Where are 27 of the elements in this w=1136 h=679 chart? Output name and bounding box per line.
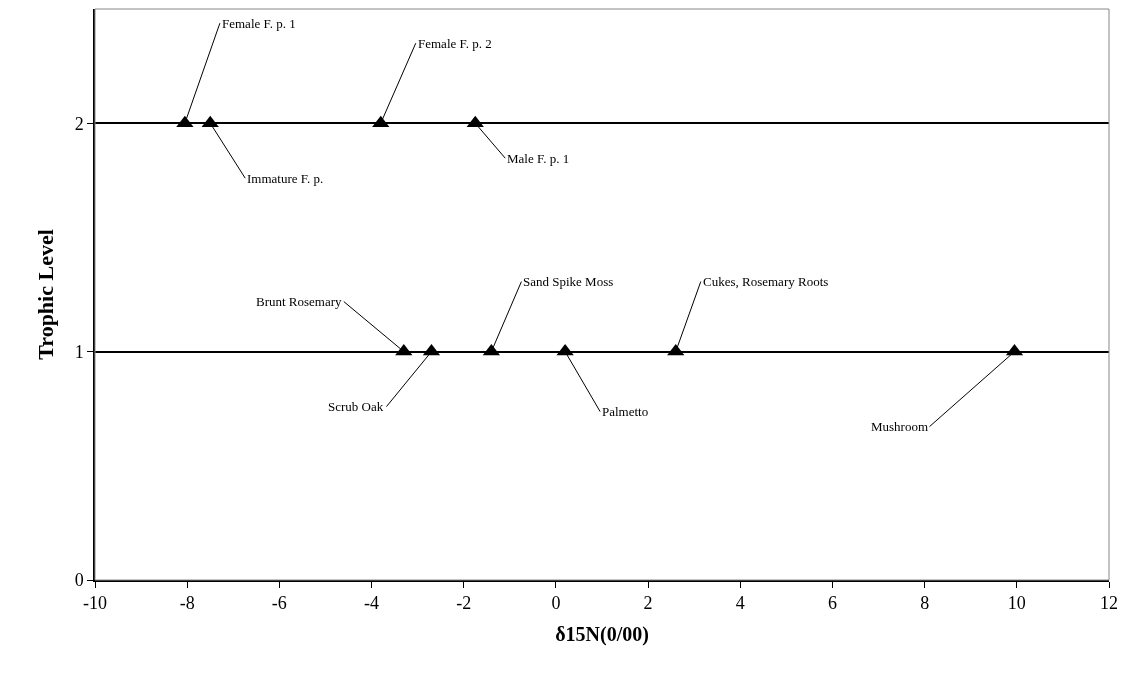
- annotation: Palmetto: [602, 404, 649, 419]
- annotation: Female F. p. 2: [418, 36, 492, 51]
- y-tick-label: 0: [74, 570, 84, 591]
- x-tick-label: -2: [456, 593, 472, 614]
- x-tick-label: 8: [920, 593, 930, 614]
- annotation: Cukes, Rosemary Roots: [703, 274, 829, 289]
- x-tick-label: -6: [271, 593, 287, 614]
- annotation: Female F. p. 1: [222, 16, 296, 31]
- annotation: Scrub Oak: [328, 399, 384, 414]
- x-tick-label: 2: [643, 593, 653, 614]
- x-tick-label: -8: [179, 593, 195, 614]
- annotation: Immature F. p.: [247, 171, 324, 186]
- x-tick-label: 6: [827, 593, 837, 614]
- annotation: Male F. p. 1: [507, 151, 570, 166]
- y-axis-title: Trophic Level: [32, 229, 58, 360]
- annotation: Sand Spike Moss: [523, 274, 614, 289]
- x-tick-label: -10: [83, 593, 107, 614]
- x-tick-label: -4: [364, 593, 380, 614]
- x-tick-label: 0: [551, 593, 561, 614]
- x-tick-label: 12: [1100, 593, 1118, 614]
- x-tick-label: 4: [735, 593, 745, 614]
- x-tick-label: 10: [1007, 593, 1026, 614]
- annotation: Mushroom: [871, 419, 929, 434]
- y-tick-label: 2: [74, 113, 84, 134]
- annotation: Brunt Rosemary: [256, 294, 343, 309]
- x-axis-title: δ15N(0/00): [555, 623, 649, 647]
- y-tick-label: 1: [74, 341, 84, 362]
